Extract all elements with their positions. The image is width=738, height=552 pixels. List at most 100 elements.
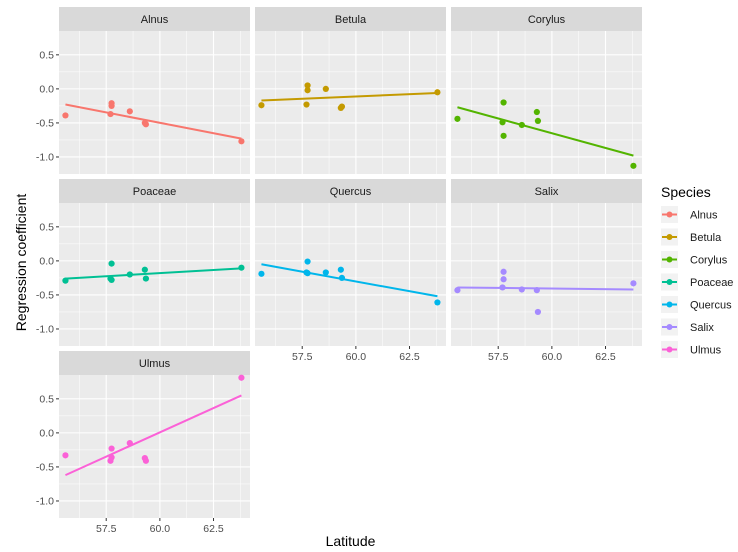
legend-point (666, 211, 673, 218)
data-point (338, 274, 346, 282)
data-point (304, 87, 311, 94)
x-tick-label: 57.5 (488, 351, 509, 363)
facet-panel-poaceae: Poaceae 0.5 0.0 -0.5 -1.0 (36, 179, 250, 346)
legend-item-corylus: Corylus (661, 251, 728, 268)
facet-strip (59, 7, 250, 31)
data-point (499, 284, 506, 291)
facet-panel-betula: Betula (255, 7, 446, 174)
y-axis-title: Regression coefficient (13, 194, 29, 332)
panel-background (59, 203, 250, 346)
legend-point (666, 346, 673, 353)
data-point (454, 115, 461, 122)
data-point (454, 287, 461, 294)
x-tick-label: 60.0 (542, 351, 563, 363)
facet-strip (451, 179, 642, 203)
facet-strip-label: Salix (535, 186, 559, 198)
regression-line-salix (457, 286, 634, 291)
data-point (142, 275, 150, 282)
facet-panel-alnus: Alnus 0.5 0.0 -0.5 -1.0 (36, 7, 250, 174)
facet-panel-ulmus: Ulmus 0.5 0.0 -0.5 -1.0 57.5 60.0 62.5 (36, 351, 250, 535)
data-point (434, 299, 441, 306)
data-point (108, 276, 115, 284)
legend-point (666, 324, 673, 330)
data-point (126, 439, 133, 447)
data-point (62, 452, 69, 459)
data-point (303, 101, 310, 108)
data-point (500, 268, 507, 275)
y-tick-label: -1.0 (36, 151, 54, 163)
data-point (108, 445, 115, 452)
regression-line-quercus (261, 263, 438, 298)
facet-strip (59, 351, 250, 375)
x-tick-label: 60.0 (150, 523, 171, 535)
data-point (499, 119, 506, 126)
panel-background (255, 203, 446, 346)
data-point (238, 138, 245, 145)
data-point (534, 308, 542, 316)
data-point (533, 287, 540, 294)
facet-panel-quercus: Quercus 57.5 60.0 62.5 (255, 179, 446, 363)
facet-strip-label: Corylus (528, 14, 566, 26)
legend-label: Ulmus (690, 345, 722, 357)
legend-item-ulmus: Ulmus (661, 341, 722, 358)
y-tick-label: -1.0 (36, 323, 54, 335)
regression-line-corylus (457, 106, 634, 157)
legend-label: Quercus (690, 300, 732, 312)
panel-background (451, 203, 642, 346)
y-tick-label: -0.5 (36, 461, 54, 473)
x-tick-label: 57.5 (292, 351, 313, 363)
regression-line-betula (261, 91, 438, 102)
data-point (500, 132, 507, 139)
data-point (304, 258, 311, 265)
panel-background (59, 375, 250, 518)
facet-panel-corylus: Corylus (451, 7, 642, 174)
data-point (62, 277, 69, 284)
legend-label: Alnus (690, 210, 718, 222)
facet-strip (451, 7, 642, 31)
facet-strip (59, 179, 250, 203)
y-tick-label: 0.0 (39, 83, 54, 95)
data-point (322, 269, 329, 276)
x-tick-label: 57.5 (96, 523, 117, 535)
legend-point (666, 301, 673, 308)
data-point (304, 270, 311, 277)
facet-strip-label: Poaceae (133, 186, 176, 198)
facet-panel-salix: Salix 57.5 60.0 62.5 (451, 179, 642, 363)
data-point (338, 103, 346, 110)
legend-point (666, 256, 673, 263)
data-point (518, 121, 525, 129)
data-point (238, 374, 245, 381)
data-point (126, 108, 133, 115)
legend-point (666, 279, 673, 285)
facet-strip-label: Quercus (330, 186, 372, 198)
legend-item-quercus: Quercus (661, 296, 732, 313)
data-point (141, 266, 148, 273)
panel-background (255, 31, 446, 174)
data-point (142, 457, 150, 464)
data-point (630, 162, 637, 169)
data-point (304, 82, 311, 89)
regression-line-ulmus (65, 394, 242, 477)
legend: Species Alnus Betula Corylus Poaceae Quercus… (661, 184, 733, 358)
legend-label: Betula (690, 232, 722, 244)
x-tick-label: 60.0 (346, 351, 367, 363)
data-point (62, 112, 69, 119)
legend-title: Species (661, 184, 711, 200)
data-point (500, 276, 507, 283)
legend-label: Poaceae (690, 277, 733, 289)
facet-panels: Alnus 0.5 0.0 -0.5 -1.0 Betula Corylus Poaceae 0… (36, 7, 642, 535)
facet-strip-label: Alnus (141, 14, 169, 26)
data-point (322, 85, 329, 92)
data-point (258, 102, 265, 109)
facet-strip-label: Ulmus (139, 358, 171, 370)
data-point (107, 110, 114, 118)
data-point (142, 121, 150, 128)
data-point (500, 99, 507, 106)
data-point (533, 108, 540, 116)
legend-label: Salix (690, 322, 714, 334)
data-point (258, 270, 265, 277)
facet-strip (255, 179, 446, 203)
data-point (108, 102, 115, 110)
data-point (108, 260, 115, 267)
